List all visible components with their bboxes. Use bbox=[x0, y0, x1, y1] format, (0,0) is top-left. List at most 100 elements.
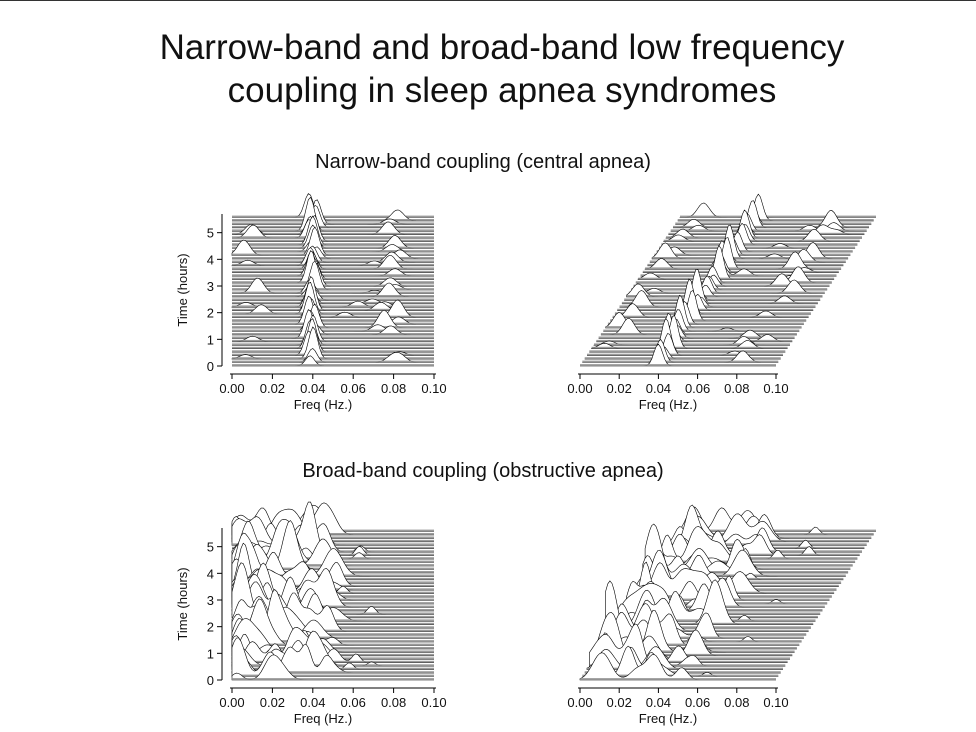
x-tick-label: 0.04 bbox=[646, 381, 671, 396]
spectrum-row-shade bbox=[232, 257, 434, 259]
x-tick-label: 0.06 bbox=[341, 381, 366, 396]
spectrum-row-shade bbox=[232, 536, 434, 539]
spectrum-row bbox=[232, 215, 434, 242]
spectrum-row-shade bbox=[232, 319, 434, 322]
spectrum-row-shade bbox=[591, 346, 788, 349]
spectrum-row-shade bbox=[677, 219, 874, 221]
chart-2-front: 0.00 0.02 0.04 0.06 0.08 0.10 Freq (Hz.) 0 1 2 3 4 5… bbox=[175, 501, 447, 726]
y-tick-label: 1 bbox=[207, 646, 214, 661]
spectrum-row-shade bbox=[589, 664, 786, 667]
x-tick-label: 0.10 bbox=[763, 695, 788, 710]
spectrum-row-shade bbox=[619, 305, 816, 308]
spectrum-row-shade bbox=[232, 364, 434, 366]
x-tick-label: 0.02 bbox=[260, 695, 285, 710]
spectrum-row-shade bbox=[659, 560, 856, 563]
spectrum-row-shade bbox=[594, 343, 790, 346]
spectrum-row bbox=[617, 293, 814, 311]
spectrum-row-shade bbox=[232, 236, 434, 239]
spectrum-row bbox=[680, 507, 876, 532]
spectrum-row-shade bbox=[666, 236, 862, 239]
spectrum-row-shade bbox=[582, 360, 779, 363]
y-tick-label: 1 bbox=[207, 332, 214, 347]
x-tick-label: 0.10 bbox=[421, 381, 446, 396]
spectrum-row-shade bbox=[232, 219, 434, 221]
x-tick-label: 0.06 bbox=[685, 695, 710, 710]
x-tick-label: 0.00 bbox=[219, 695, 244, 710]
broad-band-section-title: Broad-band coupling (obstructive apnea) bbox=[302, 460, 664, 482]
spectrum-row-shade bbox=[232, 678, 434, 680]
x-tick-label: 0.10 bbox=[421, 695, 446, 710]
x-tick-label: 0.08 bbox=[381, 695, 406, 710]
spectrum-row-shade bbox=[232, 326, 434, 328]
x-tick-label: 0.02 bbox=[260, 381, 285, 396]
spectrum-row-shade bbox=[628, 605, 825, 608]
spectrum-row-shade bbox=[621, 301, 818, 304]
spectrum-row-shade bbox=[624, 298, 821, 301]
spectrum-row-shade bbox=[232, 281, 434, 284]
spectrum-row-shade bbox=[232, 671, 434, 674]
spectrum-row-shade bbox=[589, 350, 786, 353]
spectrum-row-shade bbox=[640, 274, 837, 277]
spectrum-row-shade bbox=[232, 232, 434, 235]
spectrum-row-shade bbox=[647, 263, 844, 266]
spectrum-row-shade bbox=[661, 557, 858, 560]
spectrum-row-shade bbox=[675, 222, 872, 225]
y-tick-label: 4 bbox=[207, 252, 214, 267]
x-tick-label: 0.02 bbox=[607, 695, 632, 710]
spectrum-row-shade bbox=[232, 298, 434, 301]
spectrum-row-shade bbox=[600, 333, 797, 335]
spectrum-row bbox=[661, 222, 858, 246]
spectrum-row-shade bbox=[232, 270, 434, 273]
spectrum-row-shade bbox=[232, 284, 434, 287]
spectrum-row bbox=[231, 219, 434, 239]
spectrum-row-shade bbox=[649, 260, 846, 263]
spectrum-row-shade bbox=[232, 274, 434, 277]
spectrum-row-shade bbox=[232, 288, 434, 290]
spectrum-row-shade bbox=[232, 312, 434, 315]
spectrum-row-shade bbox=[659, 246, 856, 249]
spectrum-row-shade bbox=[612, 315, 809, 318]
spectrum-row-shade bbox=[631, 288, 828, 290]
spectrum-row-shade bbox=[232, 315, 434, 318]
x-tick-label: 0.06 bbox=[341, 695, 366, 710]
spectrum-row-shade bbox=[584, 357, 781, 360]
x-tick-label: 0.04 bbox=[646, 695, 671, 710]
x-axis-label: Freq (Hz.) bbox=[294, 711, 353, 726]
spectrum-row-shade bbox=[626, 295, 823, 297]
spectrum-row-shade bbox=[232, 263, 434, 266]
spectrum-row-shade bbox=[232, 350, 434, 353]
spectrum-row-shade bbox=[232, 267, 434, 270]
spectrum-row-shade bbox=[587, 353, 783, 356]
spectrum-row-shade bbox=[232, 239, 434, 242]
spectrum-row-shade bbox=[628, 291, 825, 294]
spectrum-row-shade bbox=[580, 364, 776, 366]
spectrum-row-shade bbox=[232, 336, 434, 339]
x-tick-label: 0.02 bbox=[607, 381, 632, 396]
spectrum-row-shade bbox=[656, 564, 853, 566]
y-tick-label: 3 bbox=[207, 279, 214, 294]
spectrum-row-shade bbox=[635, 281, 832, 284]
x-axis-label: Freq (Hz.) bbox=[639, 397, 698, 412]
spectrum-row-shade bbox=[232, 353, 434, 356]
chart-3-oblique: 0.00 0.02 0.04 0.06 0.08 0.10 Freq (Hz.) bbox=[567, 504, 876, 726]
y-tick-label: 0 bbox=[207, 673, 214, 688]
spectrum-row bbox=[589, 318, 786, 353]
spectrum-row bbox=[591, 314, 788, 349]
spectrum-row-shade bbox=[663, 239, 860, 242]
x-tick-label: 0.08 bbox=[724, 695, 749, 710]
spectrum-row bbox=[232, 204, 434, 229]
spectrum-row-shade bbox=[232, 357, 434, 360]
spectrum-row-shade bbox=[633, 284, 830, 287]
y-tick-label: 5 bbox=[207, 540, 214, 555]
spectrum-row-shade bbox=[596, 339, 793, 342]
y-tick-label: 4 bbox=[207, 566, 214, 581]
spectrum-row-shade bbox=[232, 643, 434, 646]
spectrum-row-shade bbox=[580, 678, 776, 680]
spectrum-row-shade bbox=[232, 295, 434, 297]
y-tick-label: 2 bbox=[207, 306, 214, 321]
spectrum-row-shade bbox=[232, 308, 434, 311]
spectrum-row-shade bbox=[232, 346, 434, 349]
spectrum-row-shade bbox=[668, 232, 865, 235]
spectrum-row bbox=[679, 202, 876, 218]
